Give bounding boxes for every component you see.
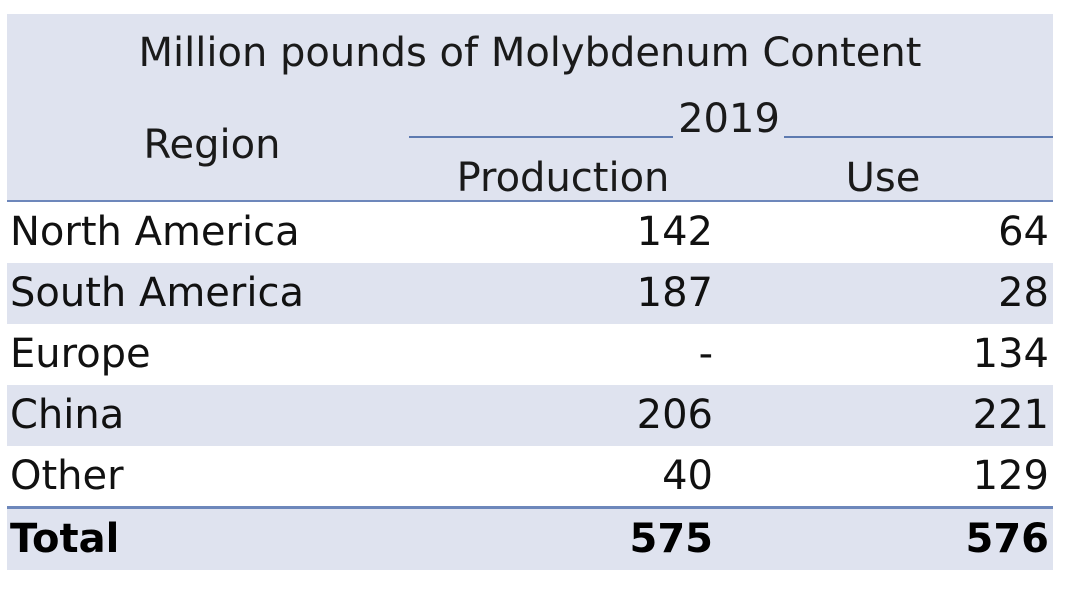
region-cell: Other — [10, 453, 124, 499]
table-row-china: China 206 221 — [7, 385, 1053, 446]
production-cell: 206 — [636, 392, 713, 438]
header-rule — [7, 200, 1053, 202]
year-rule-left — [409, 136, 673, 138]
table-row-total: Total 575 576 — [7, 509, 1053, 570]
table-header: Million pounds of Molybdenum Content 201… — [7, 14, 1053, 201]
total-rule — [7, 506, 1053, 509]
use-cell: 134 — [972, 331, 1049, 377]
total-label: Total — [10, 516, 120, 562]
use-cell: 64 — [998, 209, 1049, 255]
region-cell: North America — [10, 209, 300, 255]
region-cell: South America — [10, 270, 304, 316]
table-row-other: Other 40 129 — [7, 446, 1053, 507]
production-cell: 142 — [636, 209, 713, 255]
year-rule-right — [784, 136, 1053, 138]
region-cell: Europe — [10, 331, 151, 377]
molybdenum-table: Million pounds of Molybdenum Content 201… — [7, 14, 1053, 570]
total-use: 576 — [965, 516, 1050, 562]
production-cell: - — [698, 331, 713, 377]
year-header: 2019 — [678, 96, 780, 142]
region-column-header: Region — [143, 122, 281, 168]
table-row-europe: Europe - 134 — [7, 324, 1053, 385]
table-title: Million pounds of Molybdenum Content — [138, 30, 922, 76]
table-row-south-america: South America 187 28 — [7, 263, 1053, 324]
region-cell: China — [10, 392, 125, 438]
total-production: 575 — [629, 516, 714, 562]
production-cell: 40 — [662, 453, 713, 499]
use-cell: 28 — [998, 270, 1049, 316]
use-cell: 129 — [972, 453, 1049, 499]
use-column-header: Use — [845, 155, 921, 201]
table-row-north-america: North America 142 64 — [7, 202, 1053, 263]
production-cell: 187 — [636, 270, 713, 316]
production-column-header: Production — [456, 155, 670, 201]
use-cell: 221 — [972, 392, 1049, 438]
